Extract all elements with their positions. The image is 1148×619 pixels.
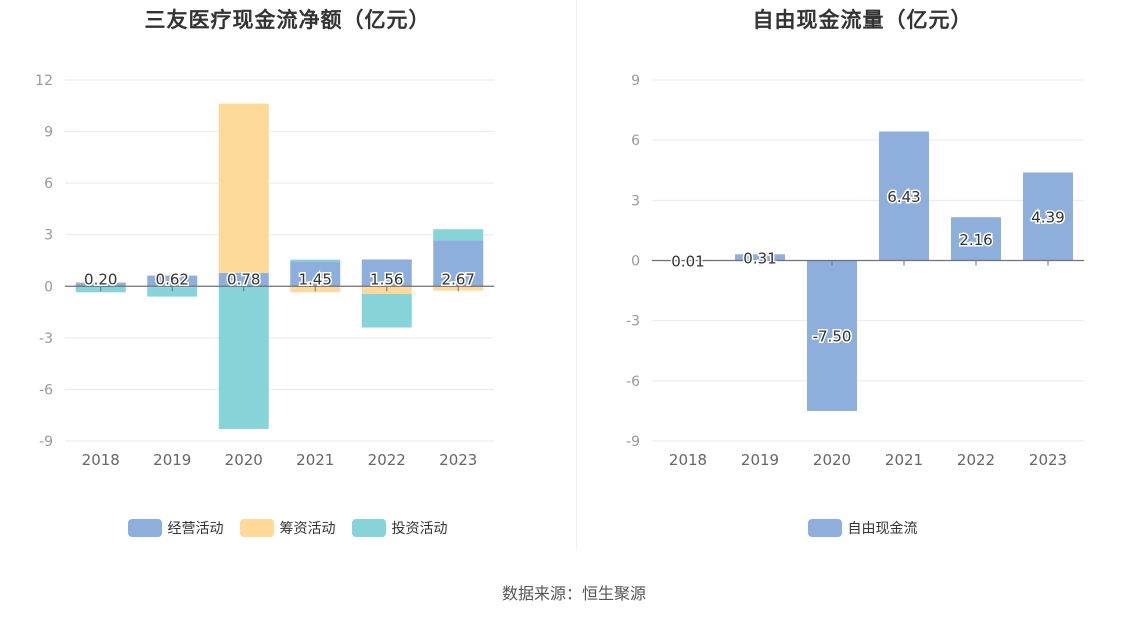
data-label: 1.45: [299, 270, 332, 288]
bar-经营活动-2022[interactable]: [361, 259, 412, 287]
x-tick-label: 2023: [439, 451, 477, 469]
y-tick-label: -6: [626, 374, 640, 390]
cash-flow-chart-panel: 三友医疗现金流净额（亿元） 12 9 6 3 0 -3 -6 -9 2018 2019 2020 20…: [0, 0, 575, 560]
data-label: 2.67: [442, 270, 475, 288]
data-label: 0.01: [671, 252, 704, 270]
bar-经营活动-2019[interactable]: [147, 275, 198, 287]
legend-item-financing[interactable]: 筹资活动: [239, 518, 336, 538]
bar-经营活动-2021[interactable]: [290, 261, 341, 287]
legend-item-free-cash-flow[interactable]: 自由现金流: [807, 518, 918, 538]
bar-投资活动-2021[interactable]: [290, 259, 341, 262]
y-tick-label: 6: [44, 176, 53, 192]
x-tick-label: 2019: [741, 451, 779, 469]
bar-经营活动-2020[interactable]: [218, 272, 269, 287]
legend-swatch-free-cash-flow: [807, 519, 842, 537]
data-label: 0.78: [227, 270, 260, 288]
x-tick-label: 2021: [885, 451, 923, 469]
cash-flow-legend: 经营活动 筹资活动 投资活动: [0, 518, 575, 538]
data-label: -7.50: [813, 328, 852, 346]
bar-自由现金流-2020[interactable]: [807, 260, 857, 411]
bar-筹资活动-2020[interactable]: [218, 103, 269, 273]
bar-经营活动-2018[interactable]: [75, 282, 126, 287]
legend-item-operating[interactable]: 经营活动: [127, 518, 224, 538]
data-label: 4.39: [1031, 208, 1064, 226]
bar-投资活动-2019[interactable]: [147, 287, 198, 297]
cash-flow-chart-title: 三友医疗现金流净额（亿元）: [144, 8, 431, 32]
y-tick-label: -3: [626, 314, 640, 330]
y-tick-label: -3: [39, 331, 53, 347]
bar-投资活动-2023[interactable]: [433, 229, 484, 241]
y-tick-label: 0: [44, 279, 53, 295]
data-label: 2.16: [959, 231, 992, 249]
y-tick-label: 3: [44, 228, 53, 244]
free-cash-flow-chart-panel: 自由现金流量（亿元） 9 6 3 0 -3 -6 -9 2018 2019 2020 2021 202…: [577, 0, 1148, 560]
legend-label-investing: 投资活动: [391, 521, 448, 537]
x-tick-label: 2022: [957, 451, 995, 469]
y-tick-label: 9: [631, 73, 640, 89]
free-cash-flow-legend: 自由现金流: [577, 518, 1148, 538]
y-tick-label: -9: [39, 434, 53, 450]
x-tick-label: 2018: [82, 451, 120, 469]
cash-flow-chart: 12 9 6 3 0 -3 -6 -9 2018 2019 2020 2021 2022 2023 0.20…: [35, 73, 494, 469]
free-cash-flow-chart: 9 6 3 0 -3 -6 -9 2018 2019 2020 2021 2022 2023 0.01 0.…: [626, 73, 1084, 469]
data-label: 1.56: [370, 270, 403, 288]
legend-item-investing[interactable]: 投资活动: [351, 518, 448, 538]
bar-自由现金流-2019[interactable]: [735, 254, 785, 261]
bar-自由现金流-2021[interactable]: [879, 131, 929, 261]
y-tick-label: -9: [626, 434, 640, 450]
y-tick-label: 12: [35, 73, 53, 89]
data-source-label: 数据来源：恒生聚源: [501, 584, 646, 603]
data-label: 0.31: [743, 249, 776, 267]
data-label: 6.43: [887, 188, 920, 206]
y-tick-label: 6: [631, 133, 640, 149]
y-tick-label: 9: [44, 125, 53, 141]
bar-自由现金流-2022[interactable]: [951, 217, 1001, 261]
y-tick-label: -6: [39, 382, 53, 398]
x-tick-label: 2022: [368, 451, 406, 469]
bar-投资活动-2020[interactable]: [218, 286, 269, 429]
legend-label-free-cash-flow: 自由现金流: [847, 521, 918, 537]
bar-投资活动-2022[interactable]: [361, 294, 412, 328]
y-tick-label: 3: [631, 193, 640, 209]
x-tick-label: 2019: [153, 451, 191, 469]
legend-swatch-operating: [127, 519, 162, 537]
legend-swatch-financing: [239, 519, 274, 537]
legend-swatch-investing: [351, 519, 386, 537]
bar-经营活动-2023[interactable]: [433, 240, 484, 287]
x-tick-label: 2023: [1029, 451, 1067, 469]
x-tick-label: 2020: [225, 451, 263, 469]
data-label: 0.20: [84, 270, 117, 288]
panel-divider: [576, 0, 577, 550]
bar-筹资活动-2018[interactable]: [75, 281, 126, 283]
legend-label-financing: 筹资活动: [279, 521, 336, 537]
x-tick-label: 2018: [669, 451, 707, 469]
legend-label-operating: 经营活动: [167, 521, 224, 537]
x-tick-label: 2021: [296, 451, 334, 469]
y-tick-label: 0: [631, 254, 640, 270]
data-label: 0.62: [156, 270, 189, 288]
free-cash-flow-chart-title: 自由现金流量（亿元）: [752, 8, 973, 32]
x-tick-label: 2020: [813, 451, 851, 469]
bar-自由现金流-2023[interactable]: [1023, 172, 1073, 261]
